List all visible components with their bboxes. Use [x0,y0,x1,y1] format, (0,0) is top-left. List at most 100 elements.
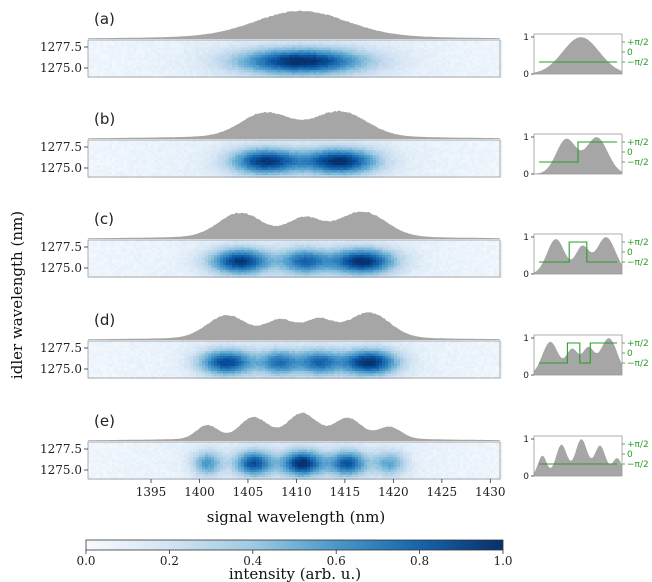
heatmap-cell [280,52,284,56]
heatmap-cell [385,150,389,153]
heatmap-cell [472,40,476,43]
heatmap-cell [250,70,254,73]
heatmap-cell [190,57,194,61]
heatmap-cell [196,250,200,253]
heatmap-cell [448,55,452,58]
heatmap-cell [100,160,104,163]
heatmap-cell [154,155,158,158]
heatmap-cell [367,152,371,156]
heatmap-cell [439,170,443,173]
heatmap-cell [172,240,176,243]
heatmap-cell [106,257,110,261]
heatmap-cell [496,55,500,58]
heatmap-cell [481,55,485,58]
heatmap-cell [493,167,497,171]
heatmap-cell [370,152,374,156]
heatmap-cell [358,40,362,43]
heatmap-cell [166,165,170,168]
heatmap-cell [253,52,257,56]
heatmap-cell [208,55,212,58]
heatmap-cell [172,242,176,246]
heatmap-cell [298,170,302,173]
y-tick-label: 1275.0 [40,161,82,175]
heatmap-cell [112,175,116,178]
heatmap-cell [436,175,440,178]
heatmap-cell [259,47,263,51]
heatmap-cell [208,157,212,161]
heatmap-cell [94,40,98,43]
heatmap-cell [163,52,167,56]
heatmap-cell [163,242,167,246]
heatmap-cell [217,170,221,173]
heatmap-cell [124,142,128,146]
heatmap-cell [139,62,143,66]
heatmap-cell [214,42,218,46]
heatmap-cell [133,242,137,246]
heatmap-cell [349,72,353,76]
heatmap-cell [94,52,98,56]
heatmap-cell [130,257,134,261]
heatmap-cell [268,157,272,161]
heatmap-cell [478,160,482,163]
heatmap-cell [187,140,191,143]
heatmap-cell [250,257,254,261]
heatmap-cell [196,45,200,48]
heatmap-cell [265,162,269,166]
heatmap-cell [355,147,359,151]
heatmap-cell [487,152,491,156]
heatmap-cell [463,150,467,153]
heatmap-cell [490,45,494,48]
heatmap-cell [493,165,497,168]
heatmap-cell [142,52,146,56]
heatmap-cell [364,162,368,166]
heatmap-cell [289,40,293,43]
heatmap-cell [421,140,425,143]
heatmap-cell [487,60,491,63]
heatmap-cell [466,162,470,166]
heatmap-cell [205,267,209,271]
heatmap-cell [187,150,191,153]
heatmap-cell [319,162,323,166]
heatmap-cell [439,157,443,161]
heatmap-cell [454,162,458,166]
heatmap-cell [169,175,173,178]
heatmap-cell [337,70,341,73]
heatmap-cell [487,162,491,166]
heatmap-cell [310,52,314,56]
heatmap-cell [445,62,449,66]
heatmap-cell [409,65,413,68]
heatmap-cell [181,272,185,276]
heatmap-cell [217,167,221,171]
heatmap-cell [328,150,332,153]
heatmap-cell [364,140,368,143]
heatmap-cell [472,57,476,61]
heatmap-cell [364,72,368,76]
heatmap-cell [253,240,257,243]
heatmap-cell [157,57,161,61]
heatmap-cell [430,140,434,143]
heatmap-cell [421,150,425,153]
heatmap-cell [97,257,101,261]
heatmap-cell [412,55,416,58]
heatmap-cell [322,50,326,53]
heatmap-cell [304,57,308,61]
heatmap-cell [475,142,479,146]
heatmap-cell [160,247,164,251]
heatmap-cell [163,160,167,163]
heatmap-cell [193,242,197,246]
heatmap-cell [166,62,170,66]
heatmap-cell [94,170,98,173]
heatmap-cell [148,140,152,143]
heatmap-cell [157,155,161,158]
heatmap-cell [472,65,476,68]
heatmap-cell [199,157,203,161]
heatmap-cell [160,252,164,256]
heatmap-cell [376,147,380,151]
heatmap-cell [355,57,359,61]
heatmap-cell [445,55,449,58]
heatmap-cell [490,52,494,56]
heatmap-cell [202,260,206,263]
heatmap-cell [343,150,347,153]
heatmap-cell [235,52,239,56]
heatmap-cell [136,275,140,278]
